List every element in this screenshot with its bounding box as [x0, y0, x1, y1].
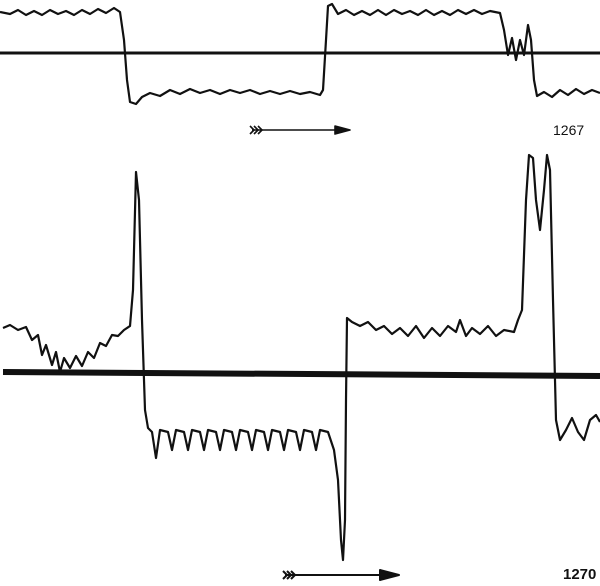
baseline-bottom	[2, 369, 600, 379]
panel-label-bottom: 1270	[563, 566, 597, 583]
arrow-top	[249, 125, 351, 135]
trace-top	[0, 2, 600, 106]
panel-1270	[2, 153, 600, 581]
arrow-bottom	[282, 569, 400, 581]
trace-bottom	[2, 153, 600, 562]
panel-1267	[0, 2, 600, 135]
panel-label-top: 1267	[553, 122, 585, 138]
